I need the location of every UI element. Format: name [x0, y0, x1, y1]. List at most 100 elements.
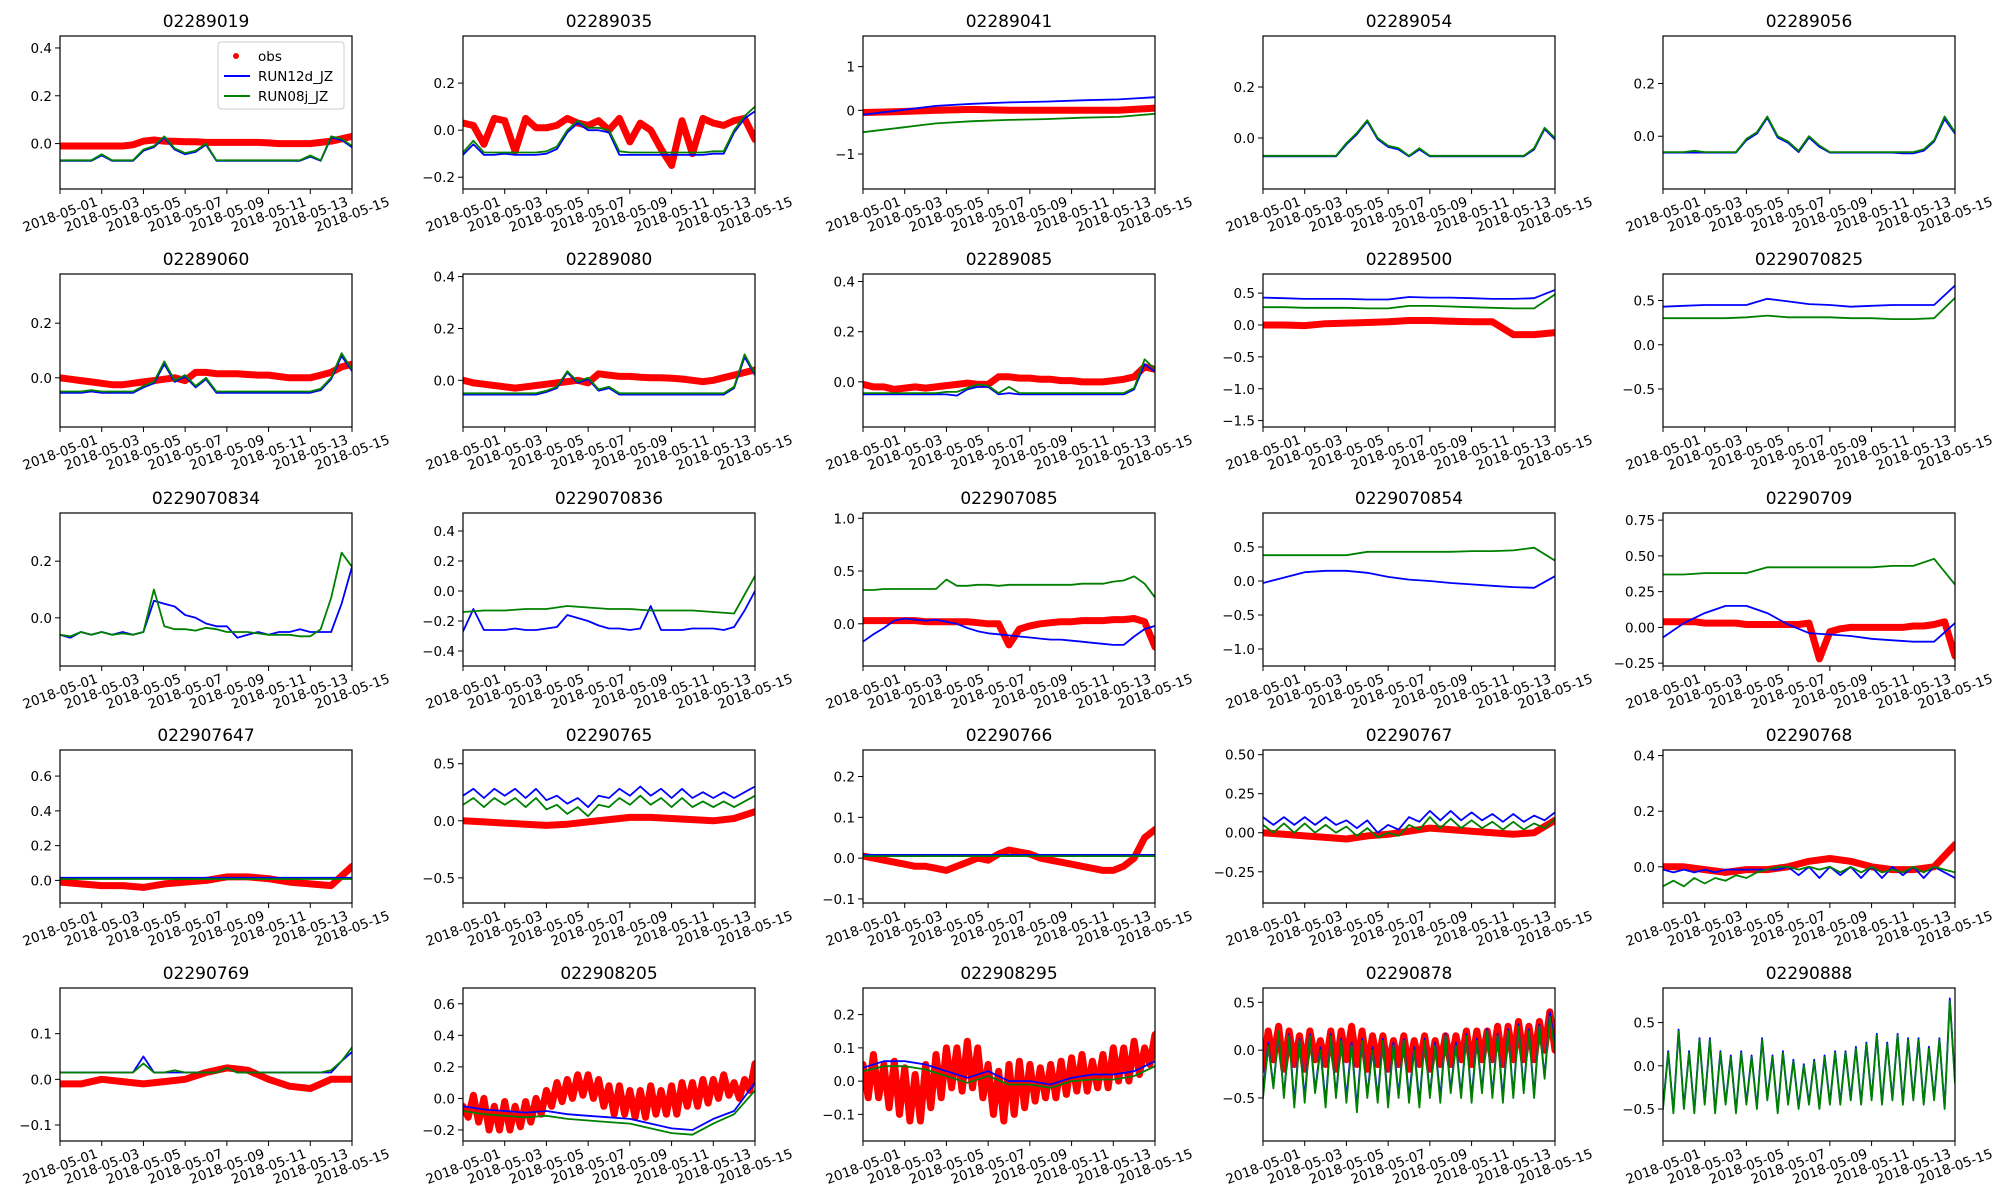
axes-frame	[462, 512, 756, 667]
legend-label: RUN08j_JZ	[258, 89, 328, 105]
axes-frame	[462, 987, 756, 1142]
y-tick-label: 0.0	[834, 617, 855, 633]
axes-frame	[1262, 749, 1556, 904]
y-tick-label: 0.4	[834, 275, 855, 291]
series-obs	[863, 104, 1155, 116]
y-tick-label: 0.0	[1634, 860, 1655, 876]
y-tick-label: 0.25	[1625, 585, 1655, 601]
axes-frame	[1262, 35, 1556, 190]
axes-frame	[1262, 987, 1556, 1142]
y-tick-label: 0.5	[1634, 1016, 1655, 1032]
y-tick-label: 0	[846, 103, 855, 119]
series-obs	[863, 363, 1155, 393]
subplot-022908205: 022908205−0.20.00.20.40.62018-05-012018-…	[422, 964, 795, 1188]
y-tick-label: 0.75	[1625, 513, 1655, 529]
subplot-title: 02290769	[163, 964, 250, 984]
series-RUN08j_JZ	[1663, 557, 1955, 586]
legend-label: RUN12d_JZ	[258, 69, 333, 85]
subplot-title: 02290766	[966, 726, 1053, 746]
subplot-title: 02290765	[566, 726, 653, 746]
subplot-title: 022907647	[157, 726, 254, 746]
subplot-02290709: 02290709−0.250.000.250.500.752018-05-012…	[1614, 489, 1995, 713]
subplot-title: 02289500	[1366, 250, 1453, 270]
subplot-title: 02289035	[566, 12, 653, 32]
subplot-title: 02289085	[966, 250, 1053, 270]
y-tick-label: 0.5	[434, 757, 455, 773]
axes-frame	[59, 512, 353, 667]
series-RUN08j_JZ	[1263, 119, 1555, 157]
series-RUN12d_JZ	[863, 363, 1155, 397]
y-tick-label: −0.5	[1622, 382, 1655, 398]
y-tick-label: 0.50	[1625, 549, 1655, 565]
series-obs	[1263, 1008, 1555, 1073]
subplot-title: 02289054	[1366, 12, 1453, 32]
axes-frame	[1662, 273, 1956, 428]
y-tick-label: 0.2	[834, 325, 855, 341]
y-tick-label: 0.0	[1234, 574, 1255, 590]
series-RUN12d_JZ	[463, 110, 755, 156]
subplot-02289041: 02289041−1012018-05-012018-05-032018-05-…	[824, 12, 1195, 236]
y-tick-label: 0.6	[31, 769, 52, 785]
series-RUN12d_JZ	[1663, 284, 1955, 308]
subplot-title: 02289056	[1766, 12, 1853, 32]
series-RUN08j_JZ	[1263, 816, 1555, 839]
subplot-title: 0229070836	[555, 489, 663, 509]
y-tick-label: 0.2	[834, 770, 855, 786]
y-tick-label: 0.0	[1234, 318, 1255, 334]
axes-frame	[1262, 512, 1556, 667]
axes-frame	[1262, 273, 1556, 428]
series-obs	[60, 1064, 352, 1092]
series-RUN08j_JZ	[1663, 865, 1955, 888]
subplot-02289500: 02289500−1.5−1.0−0.50.00.52018-05-012018…	[1222, 250, 1595, 474]
series-obs	[60, 132, 352, 150]
y-tick-label: 0.25	[1225, 787, 1255, 803]
series-obs	[863, 1031, 1155, 1125]
y-tick-label: 0.1	[834, 810, 855, 826]
y-tick-label: 0.2	[834, 1008, 855, 1024]
y-tick-label: 0.5	[834, 564, 855, 580]
subplot-02290765: 02290765−0.50.00.52018-05-012018-05-0320…	[422, 726, 795, 950]
subplot-title: 02290878	[1366, 964, 1453, 984]
y-tick-label: 0.0	[1634, 338, 1655, 354]
y-tick-label: 0.2	[31, 316, 52, 332]
axes-frame	[59, 987, 353, 1142]
axes-frame	[462, 35, 756, 190]
axes-frame	[862, 273, 1156, 428]
y-tick-label: 0.0	[1234, 1043, 1255, 1059]
legend-marker-obs	[233, 53, 239, 59]
series-obs	[463, 1060, 755, 1134]
subplot-022907647: 0229076470.00.20.40.62018-05-012018-05-0…	[21, 726, 392, 950]
subplot-title: 02290768	[1766, 726, 1853, 746]
axes-frame	[59, 35, 353, 190]
y-tick-label: 1	[846, 60, 855, 76]
axes-frame	[1662, 35, 1956, 190]
y-tick-label: 0.0	[434, 123, 455, 139]
series-obs	[863, 615, 1155, 651]
series-RUN12d_JZ	[463, 1081, 755, 1131]
series-obs	[463, 114, 755, 169]
y-tick-label: −0.5	[422, 871, 455, 887]
y-tick-label: 0.00	[1625, 620, 1655, 636]
y-tick-label: 0.4	[31, 804, 52, 820]
y-tick-label: 0.0	[834, 375, 855, 391]
series-RUN08j_JZ	[1263, 546, 1555, 562]
series-obs	[1663, 618, 1955, 663]
y-tick-label: −0.5	[1622, 1102, 1655, 1118]
axes-frame	[462, 749, 756, 904]
subplot-0229070854: 0229070854−1.0−0.50.00.52018-05-012018-0…	[1222, 489, 1595, 713]
series-RUN12d_JZ	[1263, 810, 1555, 834]
y-tick-label: 0.0	[31, 1072, 52, 1088]
series-obs	[60, 863, 352, 891]
y-tick-label: −0.2	[422, 614, 455, 630]
series-RUN08j_JZ	[863, 358, 1155, 395]
y-tick-label: 0.0	[834, 851, 855, 867]
axes-frame	[862, 987, 1156, 1142]
y-tick-label: −0.4	[422, 644, 455, 660]
subplot-02289080: 022890800.00.20.42018-05-012018-05-03201…	[424, 250, 795, 474]
y-tick-label: 0.0	[1634, 129, 1655, 145]
series-RUN08j_JZ	[463, 794, 755, 818]
series-RUN08j_JZ	[60, 1046, 352, 1074]
y-tick-label: 0.2	[434, 76, 455, 92]
y-tick-label: 0.0	[31, 137, 52, 153]
y-tick-label: 0.0	[31, 371, 52, 387]
